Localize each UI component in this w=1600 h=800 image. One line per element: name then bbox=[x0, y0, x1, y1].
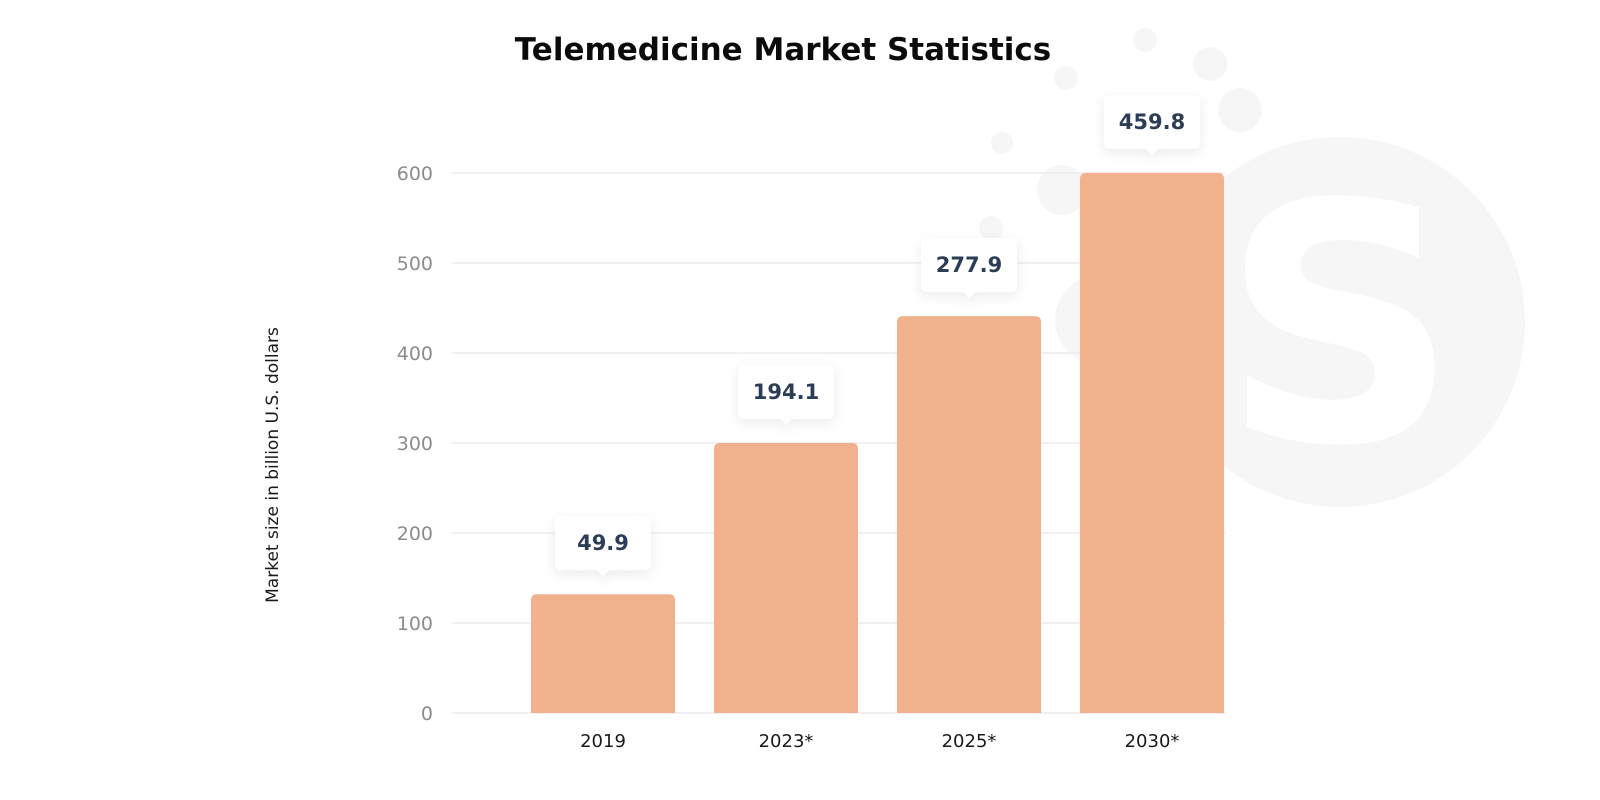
x-tick-label: 2019 bbox=[580, 731, 626, 752]
watermark-dot bbox=[979, 216, 1003, 240]
watermark-dot bbox=[991, 132, 1013, 154]
callout-pointer bbox=[963, 292, 975, 299]
y-tick-label: 200 bbox=[397, 523, 433, 545]
watermark-circle bbox=[1155, 137, 1525, 507]
watermark-dot bbox=[1037, 165, 1087, 215]
bar-2023 bbox=[714, 443, 858, 713]
y-tick-label: 0 bbox=[421, 703, 433, 725]
watermark-letter: S bbox=[1221, 134, 1459, 518]
chart-title: Telemedicine Market Statistics bbox=[515, 32, 1051, 68]
x-tick-label: 2030* bbox=[1125, 731, 1180, 752]
callout-pointer bbox=[1146, 149, 1158, 155]
data-label-callout bbox=[1104, 95, 1200, 155]
data-label: 49.9 bbox=[577, 531, 629, 555]
callout-pointer bbox=[780, 419, 792, 425]
watermark-dot bbox=[1133, 28, 1157, 52]
data-label-callout bbox=[555, 516, 651, 577]
bar-2030 bbox=[1080, 173, 1224, 713]
callout-box bbox=[555, 516, 651, 571]
y-tick-label: 300 bbox=[397, 433, 433, 455]
y-tick-label: 500 bbox=[397, 253, 433, 275]
x-axis-ticks: 2019 2023* 2025* 2030* bbox=[580, 731, 1179, 752]
watermark-dot bbox=[1218, 88, 1262, 132]
data-label: 459.8 bbox=[1119, 110, 1185, 134]
watermark-dot bbox=[1054, 66, 1078, 90]
data-label: 194.1 bbox=[753, 380, 819, 404]
callout-pointer bbox=[597, 570, 609, 577]
watermark-logo: S bbox=[979, 28, 1525, 518]
x-tick-label: 2023* bbox=[759, 731, 814, 752]
callout-box bbox=[921, 238, 1017, 293]
y-axis-ticks: 0 100 200 300 400 500 600 bbox=[397, 163, 433, 725]
y-tick-label: 100 bbox=[397, 613, 433, 635]
y-tick-label: 600 bbox=[397, 163, 433, 185]
data-label: 277.9 bbox=[936, 253, 1002, 277]
callout-box bbox=[1104, 95, 1200, 149]
y-axis-label: Market size in billion U.S. dollars bbox=[263, 327, 283, 603]
bar-2019 bbox=[531, 594, 675, 713]
x-tick-label: 2025* bbox=[942, 731, 997, 752]
data-label-callout bbox=[921, 238, 1017, 299]
y-tick-label: 400 bbox=[397, 343, 433, 365]
bar-2025 bbox=[897, 316, 1041, 713]
callout-box bbox=[738, 365, 834, 419]
data-label-callout bbox=[738, 365, 834, 425]
watermark-dot bbox=[1193, 47, 1227, 81]
bars bbox=[531, 173, 1224, 713]
data-labels: 49.9 194.1 277.9 459.8 bbox=[555, 95, 1200, 577]
